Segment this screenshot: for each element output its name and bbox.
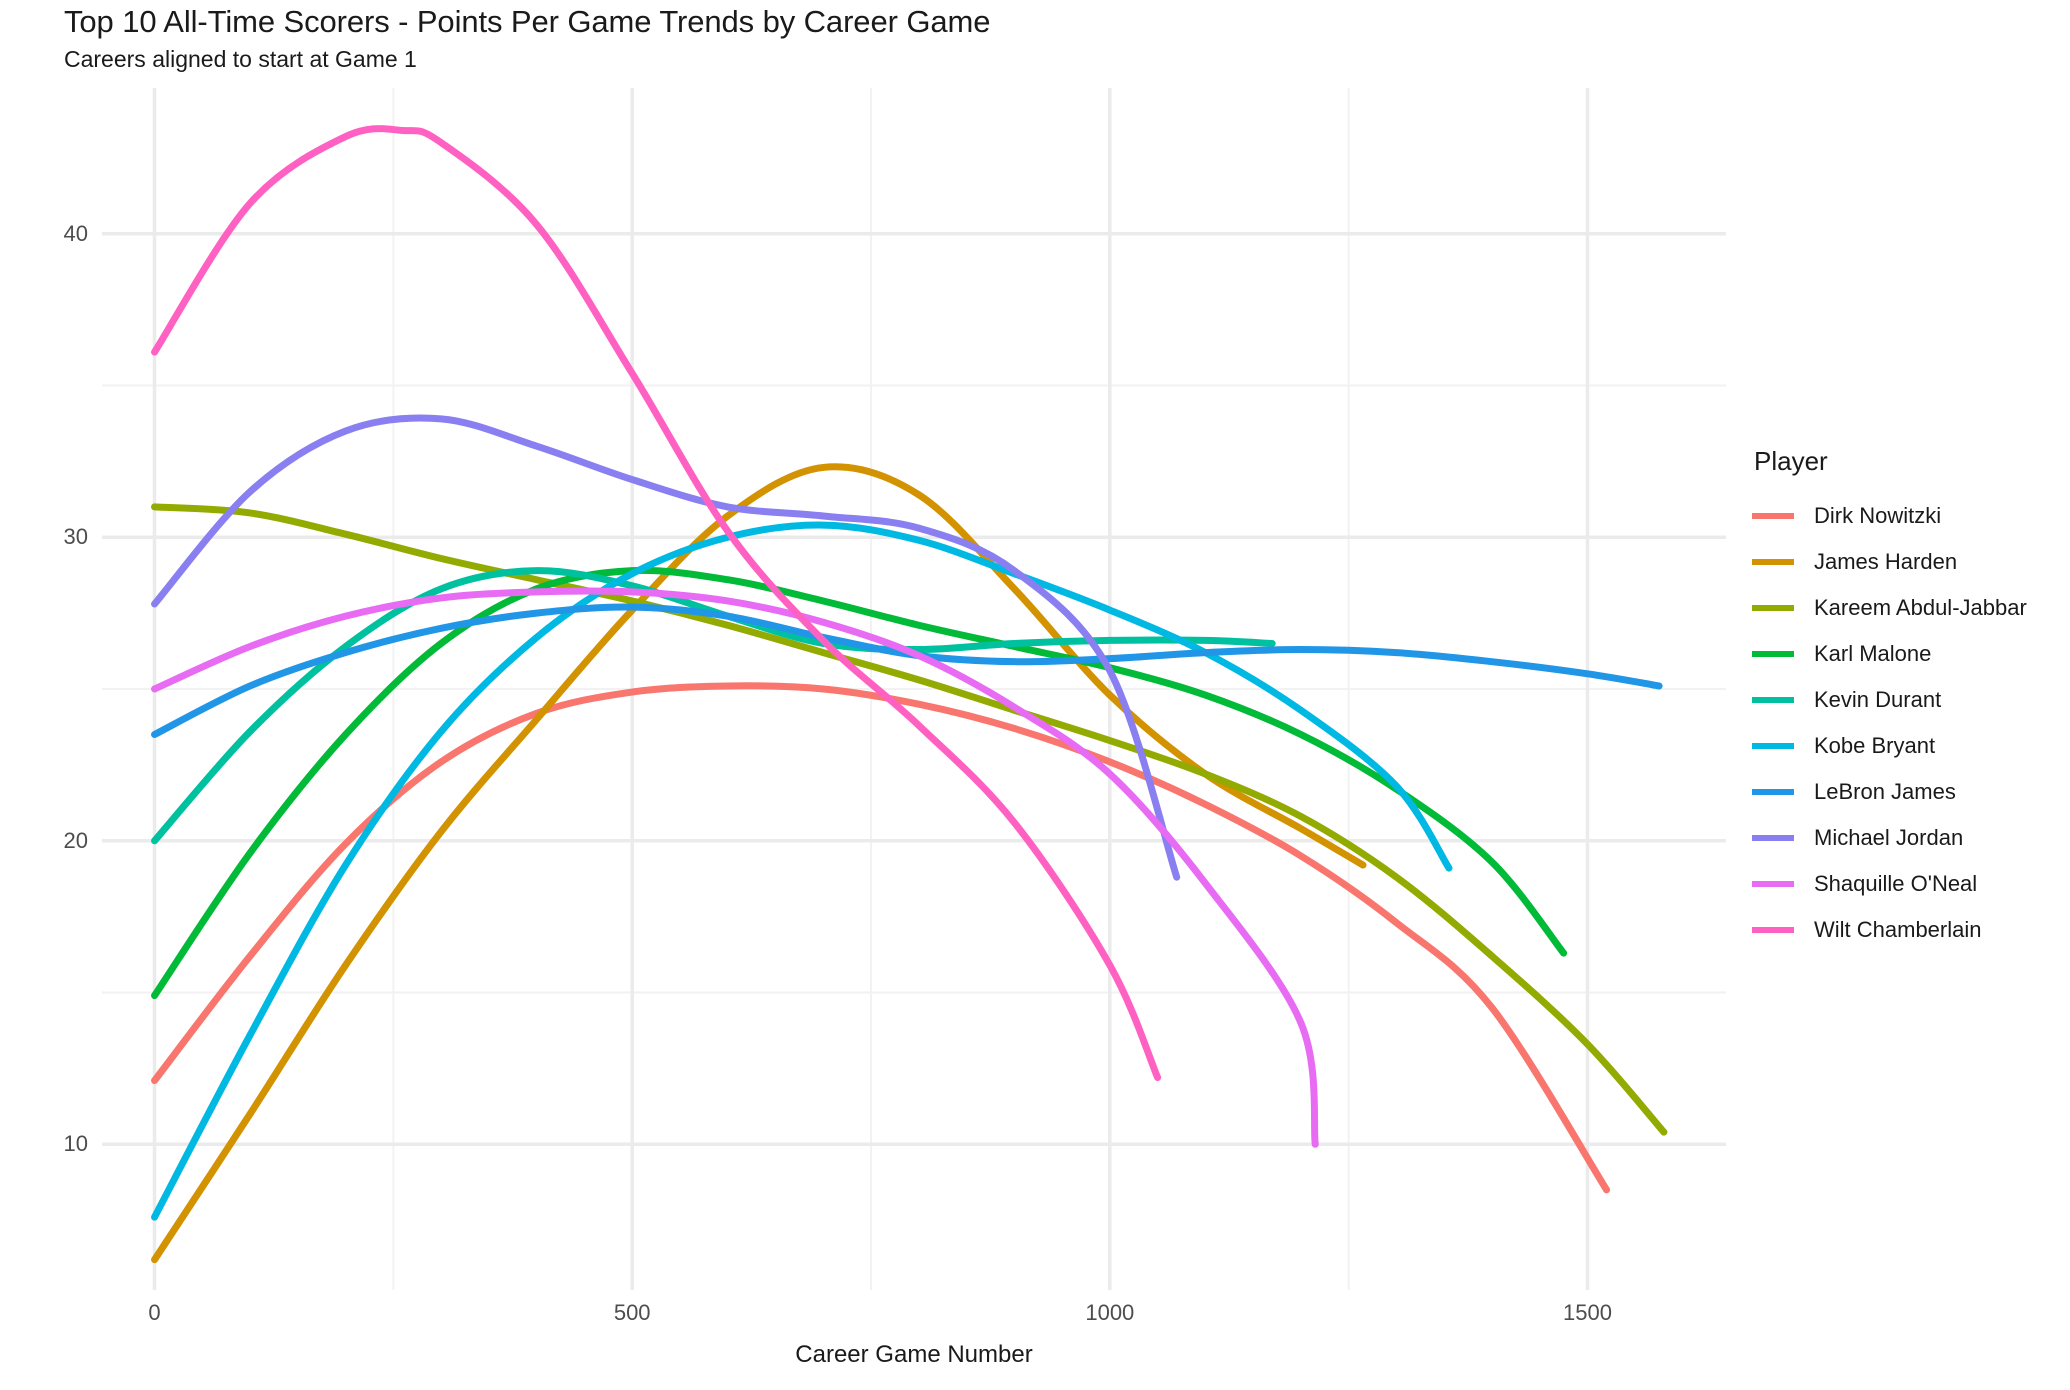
legend-color-swatch-icon — [1752, 605, 1794, 611]
line-series — [151, 567, 1276, 845]
legend-color-swatch-icon — [1752, 559, 1794, 565]
legend: Player Dirk Nowitzki James Harden Kareem A… — [1752, 446, 2070, 953]
legend-color-swatch-icon — [1752, 789, 1794, 795]
series-lines — [151, 125, 1668, 1264]
legend-item-michael-jordan[interactable]: Michael Jordan — [1752, 815, 2070, 861]
x-tick-label: 1000 — [1085, 1300, 1135, 1325]
legend-item-james-harden[interactable]: James Harden — [1752, 539, 2070, 585]
legend-item-karl-malone[interactable]: Karl Malone — [1752, 631, 2070, 677]
line-series — [151, 414, 1181, 881]
plot-panel — [102, 88, 1726, 1290]
line-series — [151, 521, 1453, 1221]
legend-item-kobe-bryant[interactable]: Kobe Bryant — [1752, 723, 2070, 769]
y-tick-label: 40 — [63, 220, 88, 246]
legend-item-kareem-abdul-jabbar[interactable]: Kareem Abdul-Jabbar — [1752, 585, 2070, 631]
x-tick-label: 1500 — [1562, 1300, 1612, 1325]
legend-item-label: Karl Malone — [1814, 641, 1932, 666]
legend-color-swatch-icon — [1752, 835, 1794, 841]
legend-color-swatch-icon — [1752, 651, 1794, 657]
line-series — [151, 587, 1319, 1148]
legend-color-swatch-icon — [1752, 927, 1794, 933]
legend-item-label: Michael Jordan — [1814, 825, 1964, 850]
line-series — [151, 566, 1568, 1000]
y-tick-label: 30 — [63, 524, 88, 550]
legend-item-label: Shaquille O'Neal — [1814, 871, 1978, 896]
legend-color-swatch-icon — [1752, 881, 1794, 887]
legend-title: Player — [1754, 446, 1828, 476]
legend-items: Dirk Nowitzki James Harden Kareem Abdul-Ja… — [1752, 493, 2070, 953]
legend-item-label: James Harden — [1814, 549, 1958, 574]
page-title: Top 10 All-Time Scorers - Points Per Gam… — [64, 4, 991, 39]
legend-color-swatch-icon — [1752, 743, 1794, 749]
legend-item-label: LeBron James — [1814, 779, 1956, 804]
legend-item-label: Dirk Nowitzki — [1814, 503, 1942, 528]
legend-item-label: Kevin Durant — [1814, 687, 1942, 712]
x-tick-label: 500 — [613, 1300, 651, 1325]
y-tick-label: 10 — [63, 1131, 88, 1157]
legend-item-label: Wilt Chamberlain — [1814, 917, 1982, 942]
legend-item-wilt-chamberlain[interactable]: Wilt Chamberlain — [1752, 907, 2070, 953]
legend-color-swatch-icon — [1752, 697, 1794, 703]
line-series — [151, 682, 1611, 1194]
y-tick-label: 20 — [63, 827, 88, 853]
legend-item-label: Kareem Abdul-Jabbar — [1814, 595, 2027, 620]
legend-item-label: Kobe Bryant — [1814, 733, 1936, 758]
line-series — [151, 463, 1367, 1264]
x-axis-title: Career Game Number — [795, 1341, 1033, 1368]
line-series — [151, 125, 1162, 1082]
legend-item-shaquille-o-neal[interactable]: Shaquille O'Neal — [1752, 861, 2070, 907]
legend-item-dirk-nowitzki[interactable]: Dirk Nowitzki — [1752, 493, 2070, 539]
legend-item-kevin-durant[interactable]: Kevin Durant — [1752, 677, 2070, 723]
legend-color-swatch-icon — [1752, 513, 1794, 519]
page-subtitle: Careers aligned to start at Game 1 — [64, 46, 417, 72]
x-tick-label: 0 — [148, 1300, 161, 1325]
legend-item-lebron-james[interactable]: LeBron James — [1752, 769, 2070, 815]
line-series — [151, 503, 1668, 1136]
